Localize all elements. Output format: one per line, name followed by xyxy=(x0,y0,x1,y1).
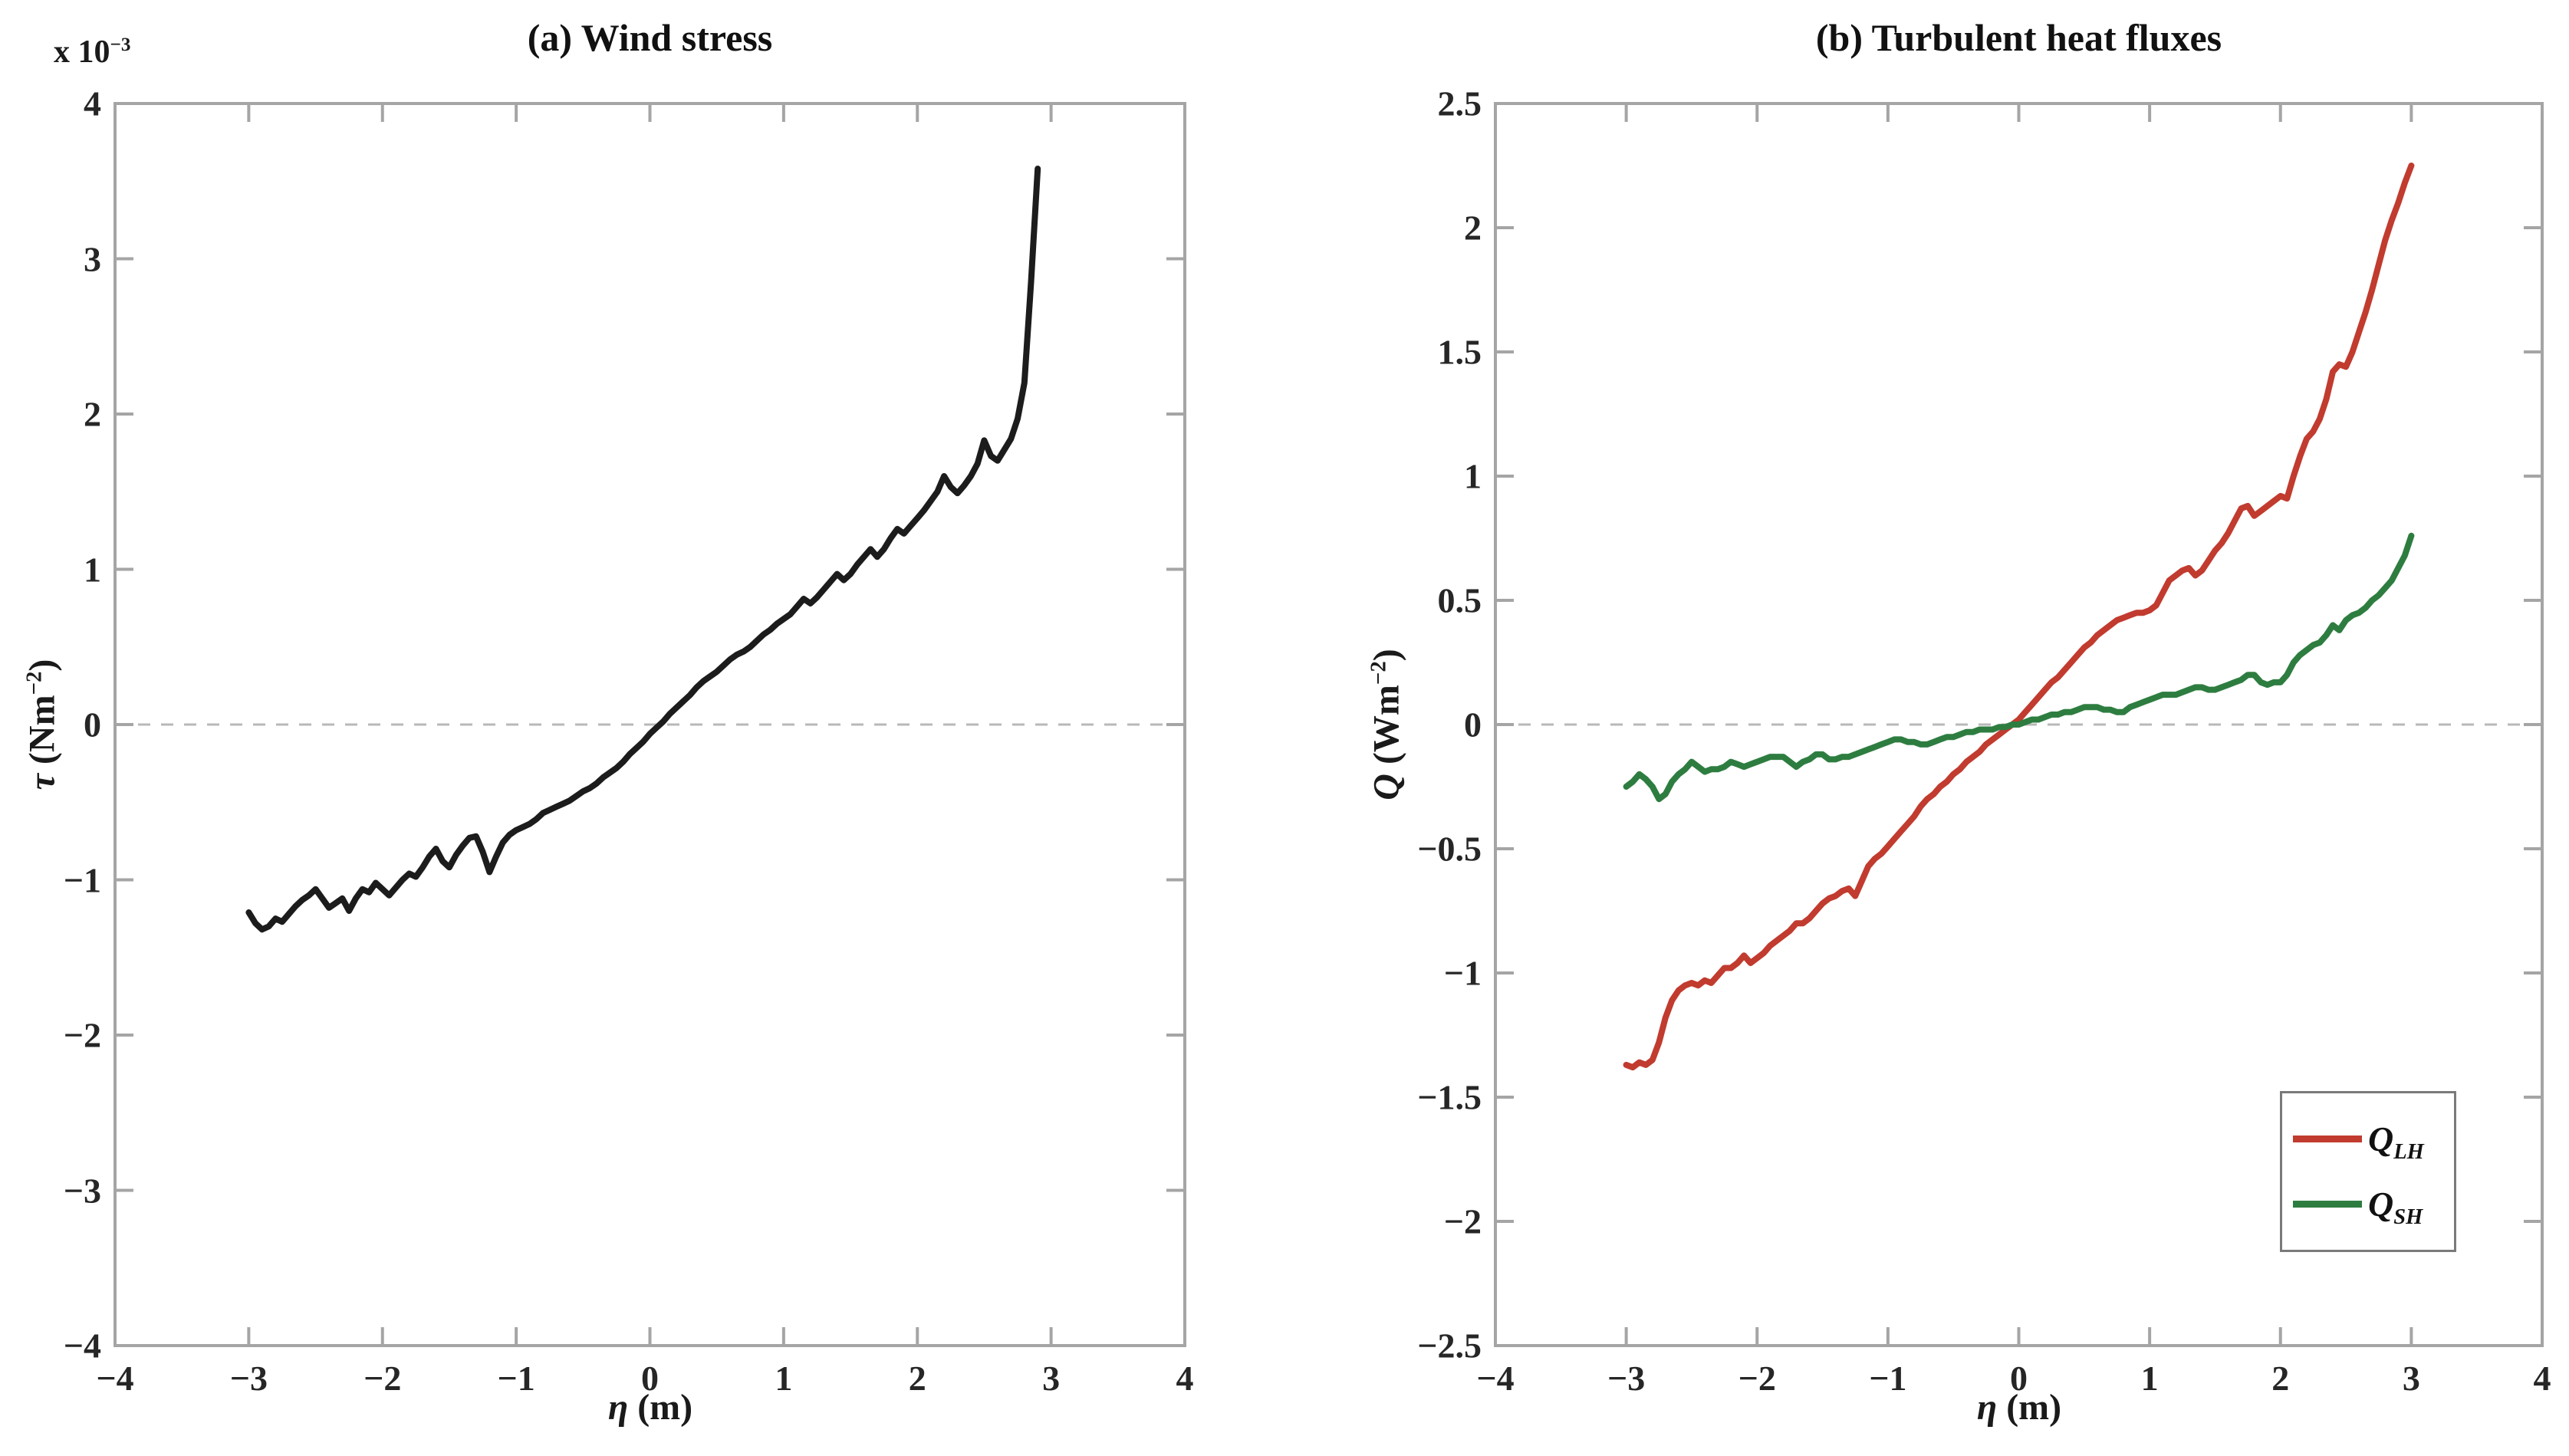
ylabel-unit-post: ) xyxy=(21,659,63,672)
q-symbol: Q xyxy=(1366,774,1407,800)
ylabel-unit-pre: (Nm xyxy=(21,695,63,774)
panel-b-title: (b) Turbulent heat fluxes xyxy=(1815,16,2222,59)
panel-b-xlabel: η (m) xyxy=(1977,1386,2061,1428)
exponent-sup: −3 xyxy=(110,34,131,55)
panel-a-ylabel: τ (Nm−2) xyxy=(21,659,64,790)
tau-symbol: τ xyxy=(21,774,63,790)
axes-box xyxy=(1494,102,2544,1347)
eta-symbol: η xyxy=(607,1387,629,1428)
legend-subscript: LH xyxy=(2393,1139,2424,1164)
ylabel-unit-exponent: −2 xyxy=(21,671,47,695)
panel-b-ylabel: Q (Wm−2) xyxy=(1366,649,1408,800)
legend-entry-qsh: QSH xyxy=(2293,1184,2454,1229)
legend-label-qsh: QSH xyxy=(2368,1184,2423,1229)
exponent-pre: x 10 xyxy=(54,35,110,70)
xlabel-unit: (m) xyxy=(1997,1387,2062,1428)
series-line-q-lh xyxy=(1623,163,2415,1071)
eta-symbol: η xyxy=(1976,1387,1998,1428)
ylabel-unit-post: ) xyxy=(1366,649,1407,662)
ylabel-unit-exponent: −2 xyxy=(1366,661,1391,685)
legend-entry-qlh: QLH xyxy=(2293,1119,2454,1164)
q-symbol: Q xyxy=(2368,1119,2394,1159)
qsh-line-sample xyxy=(2293,1201,2362,1208)
axes-box xyxy=(113,102,1186,1347)
legend-box: QLH QSH xyxy=(2280,1091,2456,1252)
panel-a-xlabel: η (m) xyxy=(608,1386,692,1428)
series-line-tau xyxy=(245,166,1041,933)
qlh-line-sample xyxy=(2293,1135,2362,1142)
ylabel-unit-pre: (Wm xyxy=(1366,685,1407,774)
panel-a-y-exponent-label: x 10−3 xyxy=(54,34,130,71)
panel-a-title: (a) Wind stress xyxy=(527,16,773,59)
legend-subscript: SH xyxy=(2393,1205,2423,1230)
xlabel-unit: (m) xyxy=(628,1387,693,1428)
series-line-q-sh xyxy=(1623,532,2415,803)
q-symbol: Q xyxy=(2368,1185,2394,1224)
legend-label-qlh: QLH xyxy=(2368,1119,2424,1164)
